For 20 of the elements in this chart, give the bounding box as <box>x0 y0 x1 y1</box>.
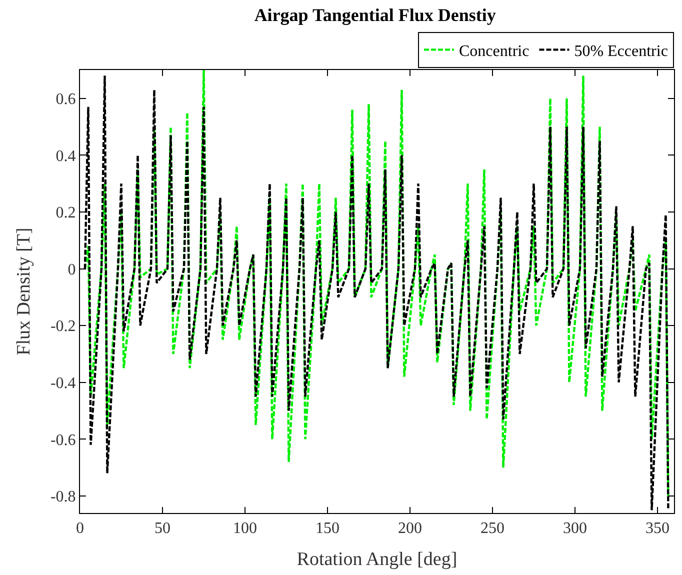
y-tick-label: 0.4 <box>56 148 76 165</box>
y-tick-label: -0.6 <box>50 432 76 449</box>
y-axis-title: Flux Density [T] <box>13 228 34 356</box>
legend-label: 50% Eccentric <box>574 42 668 60</box>
x-tick-label: 50 <box>154 520 170 538</box>
chart-title: Airgap Tangential Flux Denstiy <box>254 5 496 26</box>
y-tick-label: 0 <box>68 261 76 278</box>
y-tick-label: -0.4 <box>50 374 76 392</box>
x-tick-label: 250 <box>480 520 504 538</box>
legend-label: Concentric <box>459 42 530 60</box>
y-tick-label: -0.2 <box>50 318 76 336</box>
y-tick-label: 0.6 <box>56 91 76 108</box>
y-tick-label: -0.8 <box>50 488 76 506</box>
x-axis-title: Rotation Angle [deg] <box>296 549 458 570</box>
x-tick-label: 300 <box>563 520 587 538</box>
x-tick-label: 200 <box>398 520 422 538</box>
x-tick-label: 350 <box>646 520 670 538</box>
x-tick-label: 150 <box>316 520 340 538</box>
y-tick-label: 0.2 <box>56 204 76 222</box>
x-tick-label: 100 <box>233 520 257 538</box>
